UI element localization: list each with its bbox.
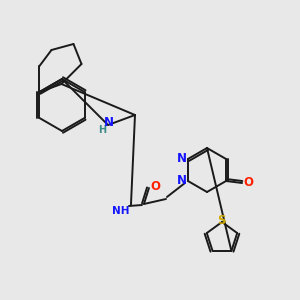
Text: N: N xyxy=(104,116,114,128)
Text: N: N xyxy=(177,175,187,188)
Text: H: H xyxy=(98,125,106,135)
Text: O: O xyxy=(150,179,160,193)
Text: S: S xyxy=(217,214,225,227)
Text: O: O xyxy=(243,176,253,190)
Text: NH: NH xyxy=(112,206,130,216)
Text: N: N xyxy=(177,152,187,164)
